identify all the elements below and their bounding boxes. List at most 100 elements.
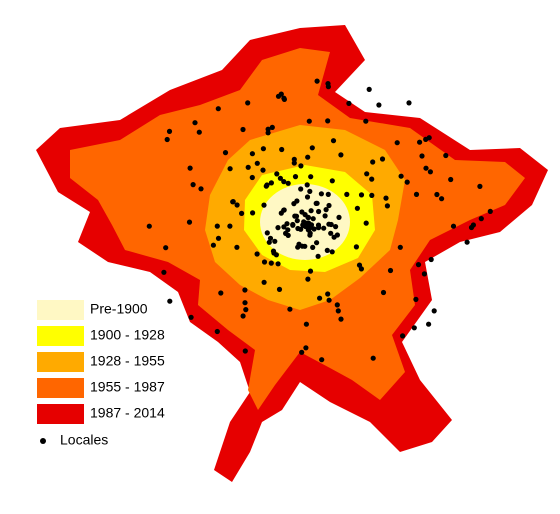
locale-dot xyxy=(254,251,260,257)
locale-dot xyxy=(397,244,403,250)
locale-dot xyxy=(404,179,410,185)
locale-dot xyxy=(478,216,484,222)
locale-dot xyxy=(234,202,240,208)
locale-dot xyxy=(318,191,324,197)
locale-dot xyxy=(166,128,173,134)
locale-dot xyxy=(242,348,248,354)
locale-dot xyxy=(314,240,320,246)
locale-dot xyxy=(307,230,313,236)
locale-dot xyxy=(427,169,433,175)
locale-dot xyxy=(450,223,457,229)
locale-dot xyxy=(325,118,331,124)
locale-dot xyxy=(268,180,274,186)
locale-dot xyxy=(369,176,375,182)
locale-dot xyxy=(192,120,198,126)
locale-dot xyxy=(336,214,342,220)
locale-dot xyxy=(413,191,420,197)
locale-dot xyxy=(307,188,313,194)
locale-dot xyxy=(383,195,389,201)
locale-dot xyxy=(222,150,229,156)
locale-dot xyxy=(164,136,170,143)
locale-dot xyxy=(338,316,344,322)
locale-dot xyxy=(230,199,236,205)
locale-dot xyxy=(400,333,406,339)
locale-dot xyxy=(260,146,266,152)
locale-dot xyxy=(276,286,283,292)
locale-dot xyxy=(344,191,350,197)
legend-label: 1900 - 1928 xyxy=(90,327,165,343)
locale-dot xyxy=(384,203,390,209)
locale-dot xyxy=(316,208,322,215)
locale-dot xyxy=(278,91,284,97)
locale-dot xyxy=(303,345,309,351)
locale-dot xyxy=(317,295,323,301)
locale-dot xyxy=(305,276,311,282)
locale-dot xyxy=(356,262,363,268)
locale-dot xyxy=(387,267,394,274)
locale-dot xyxy=(243,307,249,313)
locale-dot xyxy=(287,306,293,312)
locale-dot xyxy=(326,202,332,209)
locale-dot xyxy=(321,225,327,231)
locale-dot xyxy=(310,216,316,222)
locale-dot xyxy=(188,314,194,320)
locale-dot xyxy=(335,308,341,314)
locale-dot xyxy=(315,253,321,259)
locale-dot xyxy=(464,239,470,245)
locale-dot xyxy=(413,296,419,302)
locale-dot xyxy=(310,244,316,250)
locale-dot xyxy=(325,291,331,297)
locale-dot xyxy=(242,300,248,306)
locale-dot xyxy=(370,355,376,361)
locale-dot xyxy=(307,268,314,274)
locale-dot xyxy=(261,279,267,285)
locale-dot xyxy=(308,208,314,214)
locale-dot xyxy=(281,224,287,230)
locale-dot xyxy=(421,271,427,277)
locale-dot xyxy=(187,165,193,171)
locale-dot xyxy=(319,357,325,363)
locale-dot xyxy=(295,244,301,250)
locale-dot xyxy=(227,166,233,172)
locale-dot xyxy=(380,289,387,296)
locale-dot xyxy=(218,290,224,296)
locale-dot xyxy=(210,242,216,248)
locale-dot xyxy=(298,163,304,169)
locale-dot xyxy=(249,151,255,157)
legend-label: 1928 - 1955 xyxy=(90,353,165,369)
locale-dot xyxy=(278,210,284,216)
legend-swatch xyxy=(37,326,84,346)
legend-swatch xyxy=(37,378,84,398)
locale-dot xyxy=(214,328,220,335)
locale-dot xyxy=(398,173,404,179)
locale-dot xyxy=(324,247,330,253)
locale-dot xyxy=(426,321,432,327)
locale-dot xyxy=(353,244,359,250)
locale-dot xyxy=(325,191,331,197)
locale-dot xyxy=(406,100,412,106)
locale-dot xyxy=(364,171,370,177)
locale-dot xyxy=(291,201,297,207)
locale-dot xyxy=(239,210,245,216)
locale-dot xyxy=(448,176,454,183)
locale-dot xyxy=(329,178,335,184)
locale-dot xyxy=(419,153,425,159)
locale-dot xyxy=(379,156,386,162)
locale-dot xyxy=(254,160,260,166)
locale-dot xyxy=(273,252,279,258)
locale-dot xyxy=(346,100,352,106)
locale-dot xyxy=(325,81,331,87)
locale-dot xyxy=(415,262,422,268)
legend-marker xyxy=(40,438,46,444)
locale-dot xyxy=(338,152,344,158)
locale-dot xyxy=(376,102,382,108)
locale-dot xyxy=(186,219,193,225)
locale-dot xyxy=(285,227,291,233)
locale-dot xyxy=(215,106,221,112)
locale-dot xyxy=(354,205,360,211)
locales xyxy=(146,78,493,363)
locale-dot xyxy=(326,221,332,227)
locale-dot xyxy=(214,223,220,229)
legend-label: 1955 - 1987 xyxy=(90,379,165,395)
locale-dot xyxy=(196,129,202,135)
